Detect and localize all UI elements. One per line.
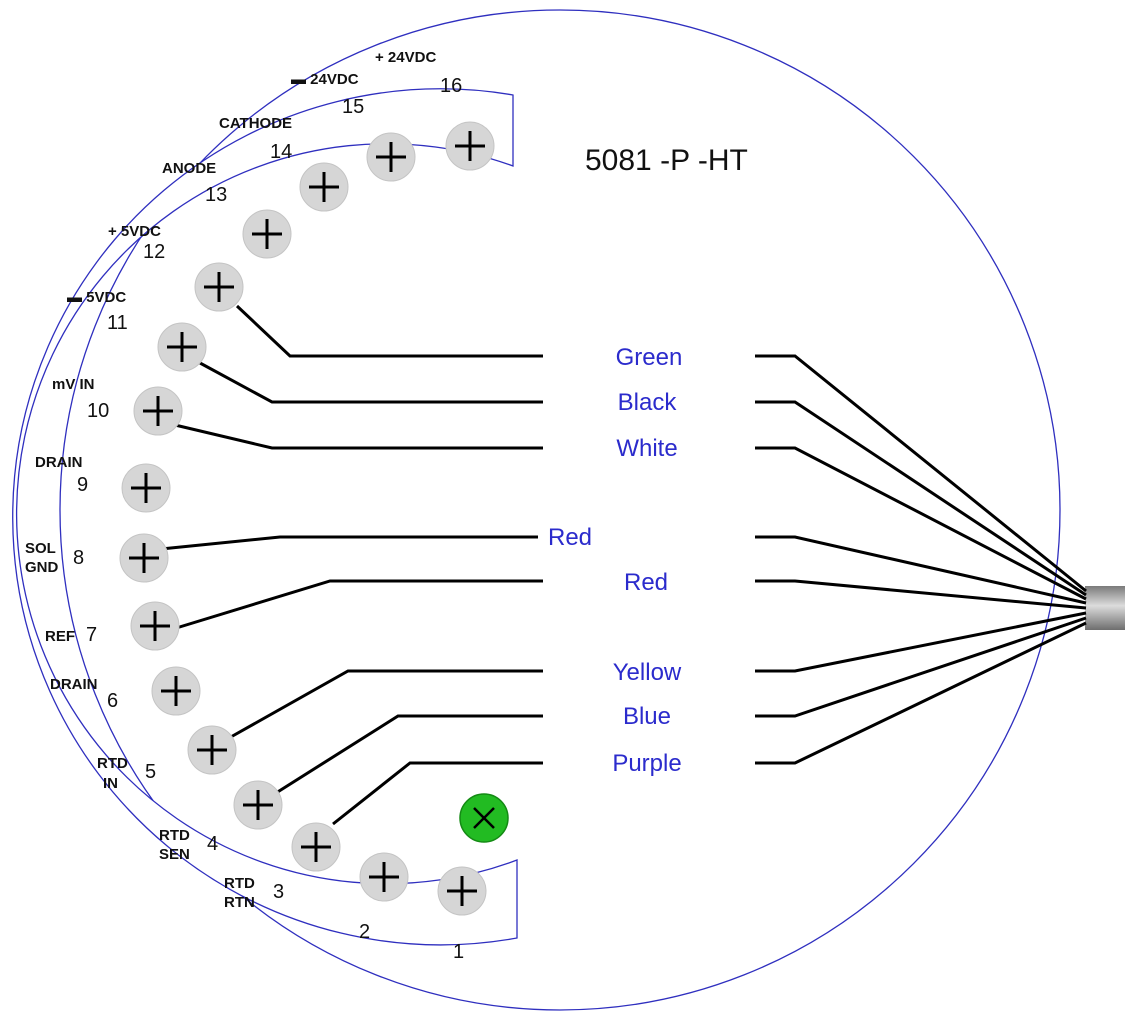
terminal-screw-16 <box>445 121 495 171</box>
terminal-14-label: CATHODE <box>219 115 292 132</box>
terminal-screw-6 <box>151 666 201 716</box>
terminal-screw-12 <box>194 262 244 312</box>
wire-path-yellow <box>228 669 543 740</box>
terminal-screw-14 <box>299 162 349 212</box>
terminal-number-1: 1 <box>453 941 464 963</box>
wire-label-black: Black <box>618 389 678 416</box>
terminal-screw-13 <box>242 209 292 259</box>
terminal-5-label-line-1: RTD <box>97 755 128 772</box>
terminal-screw-7 <box>130 601 180 651</box>
wire-tail-blue <box>755 616 1087 718</box>
terminal-16-label: + 24VDC <box>375 49 436 66</box>
wire-label-white: White <box>616 435 677 462</box>
wire-path-purple <box>332 761 543 826</box>
wire-label-green: Green <box>616 344 683 371</box>
terminal-9-label: DRAIN <box>35 454 83 471</box>
terminal-8-label-line-2: GND <box>25 559 59 576</box>
wire-path-white <box>174 423 543 450</box>
terminal-8-label-line-1: SOL <box>25 540 56 557</box>
terminal-13-label: ANODE <box>162 160 216 177</box>
terminal-7-label: REF <box>45 628 75 645</box>
left-wire-group <box>160 304 543 826</box>
terminal-screw-2 <box>359 852 409 902</box>
wire-label-yellow: Yellow <box>613 659 682 686</box>
terminal-number-11: 11 <box>107 312 128 334</box>
terminal-5-label-line-2: IN <box>103 775 118 792</box>
terminal-number-13: 13 <box>205 184 227 206</box>
wire-path-black <box>199 361 543 404</box>
terminal-number-4: 4 <box>207 833 218 855</box>
wire-path-red-1 <box>160 535 538 551</box>
terminal-4-label-line-2: SEN <box>159 846 190 863</box>
terminal-number-12: 12 <box>143 241 165 263</box>
wire-path-red-2 <box>172 579 543 631</box>
terminal-number-10: 10 <box>87 400 109 422</box>
terminal-4-label-line-1: RTD <box>159 827 190 844</box>
terminal-labels: RTD RTN RTD SEN RTD IN DRAIN REF SOL GND… <box>25 49 436 911</box>
wire-tail-red-2 <box>755 579 1087 610</box>
terminal-15-label: ▬ 24VDC <box>291 71 359 88</box>
right-wire-group <box>755 354 1087 765</box>
terminal-3-label-line-1: RTD <box>224 875 255 892</box>
wire-tail-yellow <box>755 611 1087 673</box>
terminal-number-2: 2 <box>359 921 370 943</box>
terminal-number-14: 14 <box>270 141 292 163</box>
terminal-screw-11 <box>157 322 207 372</box>
wire-label-red-2: Red <box>624 569 668 596</box>
wire-tail-green <box>755 354 1087 593</box>
terminal-number-15: 15 <box>342 96 364 118</box>
wire-label-red-1: Red <box>548 524 592 551</box>
wire-tail-red-1 <box>755 535 1087 605</box>
terminal-numbers: 1 2 3 4 5 6 7 8 9 10 11 12 13 14 15 16 <box>73 75 464 963</box>
terminal-screw-1 <box>437 866 487 916</box>
wire-labels: Green Black White Red Red Yellow Blue Pu… <box>548 344 682 777</box>
terminal-11-label: ▬ 5VDC <box>67 289 126 306</box>
terminal-number-16: 16 <box>440 75 462 97</box>
terminal-screw-10 <box>133 386 183 436</box>
terminal-screw-9 <box>121 463 171 513</box>
ground-terminal-icon <box>459 793 509 843</box>
wire-tail-white <box>755 446 1087 601</box>
terminal-number-9: 9 <box>77 474 88 496</box>
terminal-screw-8 <box>119 533 169 583</box>
terminal-number-7: 7 <box>86 624 97 646</box>
terminal-screws <box>119 121 495 916</box>
terminal-12-label: + 5VDC <box>108 223 161 240</box>
model-label: 5081 -P -HT <box>585 144 748 177</box>
terminal-screw-15 <box>366 132 416 182</box>
terminal-screw-5 <box>187 725 237 775</box>
wire-path-green <box>235 304 543 358</box>
terminal-number-3: 3 <box>273 881 284 903</box>
terminal-screw-3 <box>291 822 341 872</box>
terminal-number-6: 6 <box>107 690 118 712</box>
terminal-strip <box>12 88 518 946</box>
wire-tail-black <box>755 400 1087 597</box>
cable-end <box>1085 586 1125 630</box>
wire-label-blue: Blue <box>623 703 671 730</box>
wire-path-blue <box>275 714 543 795</box>
terminal-10-label: mV IN <box>52 376 95 393</box>
terminal-3-label-line-2: RTN <box>224 894 255 911</box>
terminal-6-label: DRAIN <box>50 676 98 693</box>
wire-label-purple: Purple <box>612 750 681 777</box>
terminal-screw-4 <box>233 780 283 830</box>
terminal-number-5: 5 <box>145 761 156 783</box>
wire-tail-purple <box>755 621 1087 765</box>
terminal-number-8: 8 <box>73 547 84 569</box>
housing-outline <box>59 9 1061 1011</box>
